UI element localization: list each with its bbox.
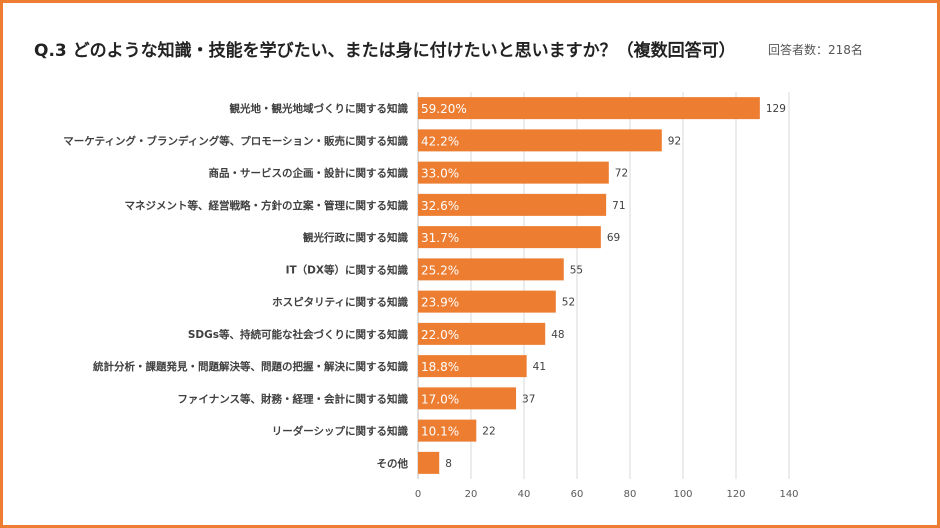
percent-label: 33.0% — [421, 167, 459, 181]
bar — [418, 322, 546, 345]
percent-label: 32.6% — [421, 199, 459, 213]
bar — [418, 290, 556, 313]
x-tick-label: 80 — [624, 489, 637, 500]
percent-label: 10.1% — [421, 425, 459, 439]
bar — [418, 226, 601, 249]
page-title: Q.3 どのような知識・技能を学びたい、または身に付けたいと思いますか？（複数回… — [34, 41, 736, 61]
value-label: 41 — [533, 361, 546, 373]
percent-label: 42.2% — [421, 134, 459, 148]
bar — [418, 355, 527, 378]
bar — [418, 161, 609, 184]
category-label: 観光行政に関する知識 — [303, 231, 408, 244]
value-label: 55 — [570, 264, 583, 276]
respondent-count: 回答者数：218名 — [768, 43, 863, 57]
x-tick-label: 100 — [673, 489, 692, 500]
value-label: 48 — [551, 329, 564, 341]
percent-label: 18.8% — [421, 360, 459, 374]
category-label: SDGs等、持続可能な社会づくりに関する知識 — [188, 328, 409, 341]
value-label: 69 — [607, 232, 620, 244]
value-label: 92 — [668, 135, 681, 147]
bar — [418, 129, 662, 152]
category-label: ホスピタリティに関する知識 — [272, 296, 408, 309]
percent-label: 23.9% — [421, 296, 459, 310]
category-label: リーダーシップに関する知識 — [272, 425, 409, 438]
value-label: 37 — [522, 393, 535, 405]
value-label: 71 — [612, 200, 625, 212]
category-label: マーケティング・ブランディング等、プロモーション・販売に関する知識 — [63, 134, 408, 147]
x-tick-label: 120 — [726, 489, 745, 500]
category-label: 商品・サービスの企画・設計に関する知識 — [209, 167, 409, 180]
value-label: 22 — [482, 426, 495, 438]
x-tick-label: 20 — [465, 489, 478, 500]
x-tick-label: 0 — [415, 489, 421, 500]
value-label: 72 — [615, 168, 628, 180]
x-tick-label: 60 — [571, 489, 584, 500]
percent-label: 59.20% — [421, 102, 467, 116]
category-label: マネジメント等、経営戦略・方針の立案・管理に関する知識 — [125, 199, 409, 212]
value-label: 8 — [445, 458, 452, 470]
bar — [418, 97, 760, 120]
category-label: 観光地・観光地域づくりに関する知識 — [230, 102, 409, 115]
value-label: 52 — [562, 297, 575, 309]
bar — [418, 258, 564, 281]
x-tick-label: 40 — [518, 489, 531, 500]
value-label: 129 — [766, 103, 786, 115]
bar — [418, 419, 477, 442]
percent-label: 22.0% — [421, 328, 459, 342]
percent-label: 17.0% — [421, 392, 459, 406]
category-label: ファイナンス等、財務・経理・会計に関する知識 — [177, 392, 408, 405]
category-label: 統計分析・課題発見・問題解決等、問題の把握・解決に関する知識 — [93, 360, 408, 373]
category-label: IT（DX等）に関する知識 — [286, 263, 409, 276]
bar — [418, 193, 607, 216]
x-tick-label: 140 — [779, 489, 798, 500]
bar — [418, 451, 440, 474]
category-label: その他 — [377, 457, 409, 470]
percent-label: 31.7% — [421, 231, 459, 245]
percent-label: 25.2% — [421, 263, 459, 277]
bar — [418, 387, 517, 410]
